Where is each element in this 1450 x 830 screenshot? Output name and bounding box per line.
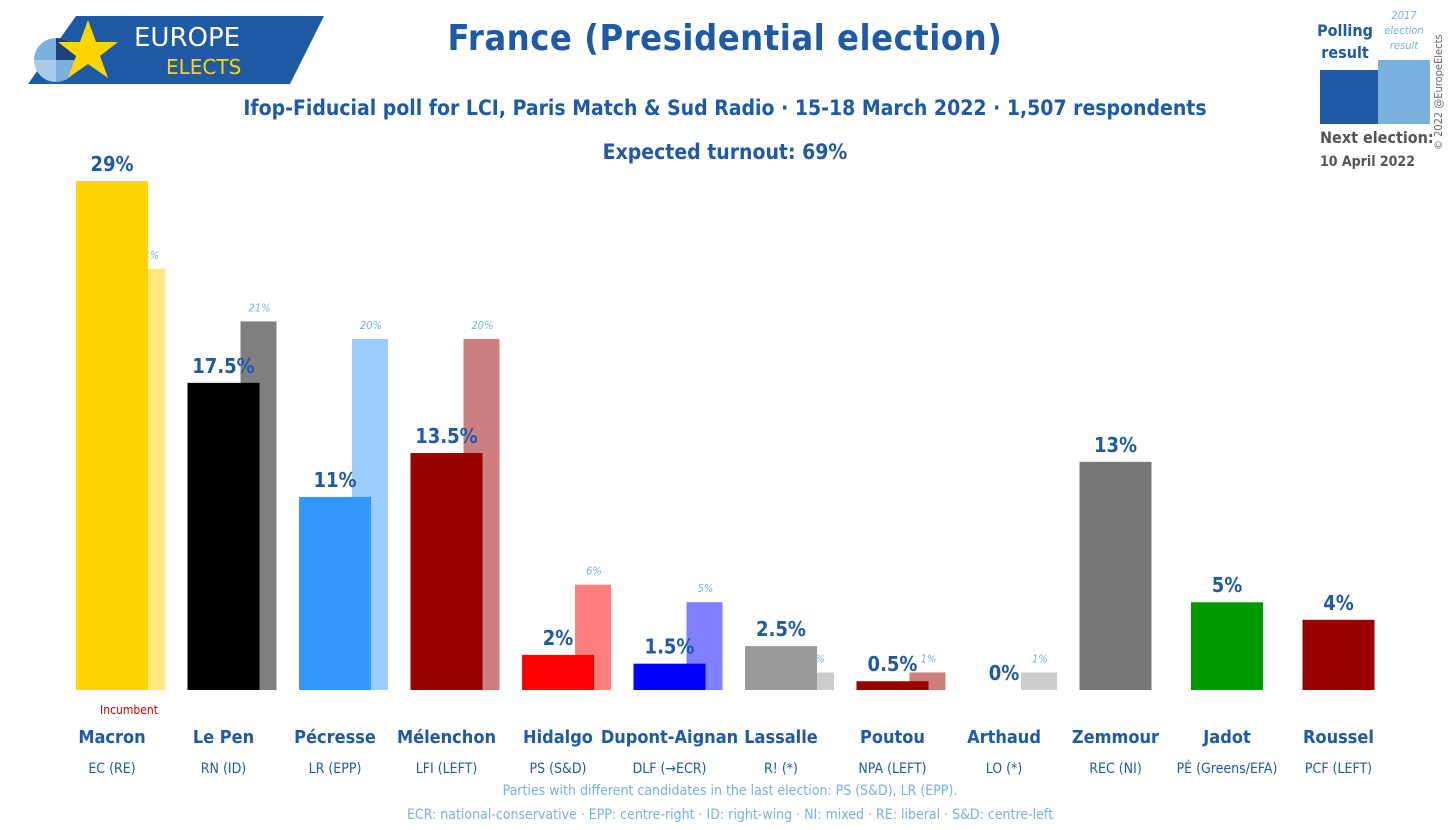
candidate-name-roussel: Roussel: [1303, 727, 1374, 748]
poll-bar-melenchon: [410, 453, 483, 690]
svg-text:EUROPE: EUROPE: [134, 23, 240, 53]
legend-prev-label: 2017 election result: [1384, 9, 1424, 52]
prev-value-label-dupont-aignan: 5%: [698, 582, 714, 595]
chart-title: France (Presidential election): [447, 18, 1003, 59]
candidate-name-jadot: Jadot: [1202, 727, 1251, 748]
poll-bar-le-pen: [187, 382, 260, 690]
poll-bar-macron: [76, 181, 148, 690]
legend: Polling result 2017 election result Next…: [1300, 4, 1450, 194]
candidate-party-pecresse: LR (EPP): [309, 761, 362, 777]
candidate-party-lassalle: R! (*): [764, 761, 798, 777]
candidate-party-le-pen: RN (ID): [201, 761, 246, 777]
poll-value-label-poutou: 0.5%: [868, 652, 918, 676]
poll-bar-dupont-aignan: [633, 663, 706, 690]
candidate-name-melenchon: Mélenchon: [397, 727, 496, 748]
candidate-party-jadot: PÉ (Greens/EFA): [1177, 760, 1278, 777]
candidate-party-macron: EC (RE): [88, 761, 135, 777]
candidate-name-le-pen: Le Pen: [193, 727, 254, 748]
poll-value-label-lassalle: 2.5%: [756, 617, 806, 641]
next-election-label: Next election:: [1320, 128, 1434, 147]
europe-elects-logo: EUROPE ELECTS: [28, 16, 324, 84]
legend-poll-label: Polling result: [1317, 21, 1373, 62]
candidate-name-arthaud: Arthaud: [967, 727, 1041, 748]
poll-bar-jadot: [1191, 602, 1263, 690]
prev-value-label-le-pen: 21%: [249, 301, 271, 314]
candidate-party-arthaud: LO (*): [986, 761, 1023, 777]
footnote-parties: Parties with different candidates in the…: [502, 783, 958, 799]
poll-value-label-zemmour: 13%: [1094, 433, 1137, 457]
poll-value-label-dupont-aignan: 1.5%: [645, 635, 695, 659]
poll-bar-pecresse: [299, 496, 371, 690]
poll-bar-poutou: [856, 681, 929, 690]
poll-value-label-arthaud: 0%: [989, 661, 1020, 685]
poll-value-label-macron: 29%: [90, 152, 133, 176]
prev-value-label-poutou: 1%: [921, 652, 937, 665]
poll-value-label-pecresse: 11%: [313, 468, 356, 492]
legend-poll-swatch: [1320, 70, 1378, 124]
candidate-party-zemmour: REC (NI): [1089, 761, 1141, 777]
candidate-party-dupont-aignan: DLF (→ECR): [633, 761, 707, 777]
candidate-party-hidalgo: PS (S&D): [530, 761, 587, 777]
candidate-party-melenchon: LFI (LEFT): [416, 761, 477, 777]
legend-prev-swatch: [1378, 60, 1430, 124]
candidate-name-macron: Macron: [78, 727, 145, 748]
candidate-name-dupont-aignan: Dupont-Aignan: [601, 727, 738, 748]
poll-bar-hidalgo: [522, 654, 594, 690]
poll-bar-zemmour: [1079, 461, 1152, 690]
chart-subtitle: Ifop-Fiducial poll for LCI, Paris Match …: [243, 96, 1207, 120]
poll-value-label-melenchon: 13.5%: [415, 424, 477, 448]
poll-value-label-le-pen: 17.5%: [192, 354, 254, 378]
poll-value-label-jadot: 5%: [1212, 573, 1243, 597]
poll-value-label-hidalgo: 2%: [543, 626, 574, 650]
poll-bar-roussel: [1302, 619, 1375, 690]
prev-bar-arthaud: [1021, 672, 1057, 690]
candidate-party-roussel: PCF (LEFT): [1305, 761, 1372, 777]
candidate-name-pecresse: Pécresse: [294, 727, 376, 748]
footnote-groups: ECR: national-conservative · EPP: centre…: [406, 807, 1054, 823]
candidate-name-zemmour: Zemmour: [1072, 727, 1159, 748]
prev-value-label-arthaud: 1%: [1032, 652, 1048, 665]
prev-value-label-melenchon: 20%: [472, 319, 494, 332]
candidate-name-lassalle: Lassalle: [744, 727, 818, 748]
candidate-name-hidalgo: Hidalgo: [523, 727, 593, 748]
logo-star-icon: [58, 20, 118, 78]
next-election-date: 10 April 2022: [1320, 154, 1415, 170]
turnout-text: Expected turnout: 69%: [602, 140, 848, 164]
prev-value-label-pecresse: 20%: [360, 319, 382, 332]
candidate-party-poutou: NPA (LEFT): [858, 761, 926, 777]
prev-value-label-hidalgo: 6%: [586, 565, 602, 578]
poll-value-label-roussel: 4%: [1323, 591, 1354, 615]
incumbent-annotation: Incumbent: [100, 703, 158, 717]
svg-text:ELECTS: ELECTS: [166, 55, 241, 79]
poll-bar-lassalle: [745, 646, 817, 690]
candidate-name-poutou: Poutou: [860, 727, 925, 748]
